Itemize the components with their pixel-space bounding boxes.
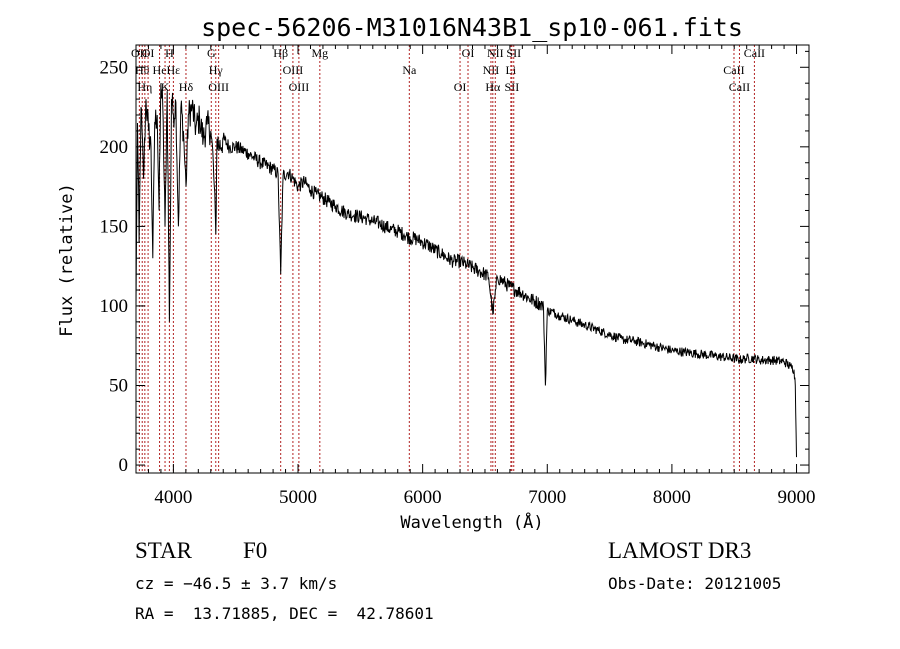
spectral-line-label: He bbox=[153, 63, 167, 77]
spectral-line-label: K bbox=[161, 80, 170, 94]
x-axis-label: Wavelength (Å) bbox=[400, 511, 543, 533]
spectral-line-label: Hε bbox=[167, 63, 181, 77]
spectral-line-label: Hθ bbox=[135, 63, 150, 77]
x-tick-label: 9000 bbox=[778, 487, 816, 508]
plot-frame bbox=[135, 44, 810, 474]
x-tick-label: 5000 bbox=[279, 487, 317, 508]
spectral-line-label: NII bbox=[487, 46, 504, 60]
y-axis-label: Flux (relative) bbox=[57, 183, 77, 337]
spectral-line-label: OIII bbox=[283, 63, 304, 77]
spectral-line-label: Hη bbox=[137, 80, 152, 94]
y-tick-label: 100 bbox=[100, 296, 129, 317]
spectral-line-label: CaII bbox=[723, 63, 744, 77]
spectral-line-label: Li bbox=[506, 63, 517, 77]
spectral-line-label: Na bbox=[402, 63, 417, 77]
y-tick-label: 150 bbox=[100, 216, 129, 237]
spectral-line-label: CaII bbox=[744, 46, 765, 60]
x-axis: 4000 5000 6000 7000 8000 9000 bbox=[135, 45, 816, 508]
y-tick-label: 200 bbox=[100, 137, 129, 158]
spectral-line-label: CaII bbox=[729, 80, 750, 94]
spectral-line-label: H bbox=[165, 46, 174, 60]
obs-date: Obs-Date: 20121005 bbox=[608, 574, 782, 593]
coordinates: RA = 13.71885, DEC = 42.78601 bbox=[135, 604, 434, 623]
spectral-line-label: Hβ bbox=[273, 46, 288, 60]
x-tick-label: 4000 bbox=[154, 487, 192, 508]
x-tick-label: 8000 bbox=[653, 487, 691, 508]
redshift-readout: cz = −46.5 ± 3.7 km/s bbox=[135, 574, 338, 593]
y-tick-label: 0 bbox=[119, 455, 129, 476]
x-tick-label: 6000 bbox=[404, 487, 442, 508]
spectral-line-label: SII bbox=[505, 80, 520, 94]
spectral-line-label: SII bbox=[506, 46, 521, 60]
survey-name: LAMOST DR3 bbox=[608, 538, 752, 563]
spectral-line-label: OI bbox=[462, 46, 475, 60]
spectral-line-label: Mg bbox=[311, 46, 328, 60]
spectral-line-label: G bbox=[207, 46, 216, 60]
spectral-line-label: OI bbox=[142, 46, 155, 60]
spectral-line-label: OII bbox=[131, 46, 148, 60]
spectral-line-label: OI bbox=[454, 80, 467, 94]
subclass: F0 bbox=[243, 538, 268, 563]
flux-line bbox=[135, 83, 797, 458]
spectral-line-label: OIII bbox=[289, 80, 310, 94]
spectral-line-label: Hδ bbox=[179, 80, 194, 94]
spectral-line-label: Hγ bbox=[209, 63, 224, 77]
chart-title: spec-56206-M31016N43B1_sp10-061.fits bbox=[201, 13, 743, 42]
spectrum-series bbox=[135, 83, 797, 458]
x-tick-label: 7000 bbox=[528, 487, 566, 508]
y-tick-label: 50 bbox=[109, 375, 128, 396]
spectral-line-label: Hα bbox=[485, 80, 501, 94]
object-class: STAR bbox=[135, 538, 192, 563]
spectral-line-label: NII bbox=[483, 63, 500, 77]
spectral-line-label: OIII bbox=[208, 80, 229, 94]
y-axis: 0 50 100 150 200 250 bbox=[100, 50, 809, 476]
y-tick-label: 250 bbox=[100, 57, 129, 78]
